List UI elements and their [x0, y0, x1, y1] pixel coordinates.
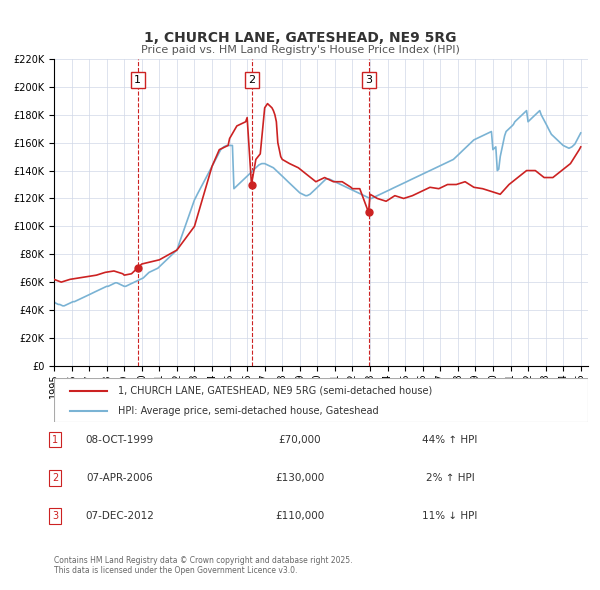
Text: 2% ↑ HPI: 2% ↑ HPI [425, 473, 475, 483]
Text: 07-DEC-2012: 07-DEC-2012 [86, 512, 154, 521]
Text: £110,000: £110,000 [275, 512, 325, 521]
Text: 1, CHURCH LANE, GATESHEAD, NE9 5RG: 1, CHURCH LANE, GATESHEAD, NE9 5RG [144, 31, 456, 45]
Text: 11% ↓ HPI: 11% ↓ HPI [422, 512, 478, 521]
Text: £130,000: £130,000 [275, 473, 325, 483]
Text: 2: 2 [248, 75, 256, 85]
Text: 1, CHURCH LANE, GATESHEAD, NE9 5RG (semi-detached house): 1, CHURCH LANE, GATESHEAD, NE9 5RG (semi… [118, 386, 433, 396]
Text: Contains HM Land Registry data © Crown copyright and database right 2025.
This d: Contains HM Land Registry data © Crown c… [54, 556, 353, 575]
Text: 1: 1 [52, 435, 58, 444]
Text: 2: 2 [52, 473, 58, 483]
Text: £70,000: £70,000 [278, 435, 322, 444]
FancyBboxPatch shape [54, 378, 588, 422]
Text: 44% ↑ HPI: 44% ↑ HPI [422, 435, 478, 444]
Text: HPI: Average price, semi-detached house, Gateshead: HPI: Average price, semi-detached house,… [118, 406, 379, 416]
Text: 3: 3 [52, 512, 58, 521]
Text: 07-APR-2006: 07-APR-2006 [86, 473, 154, 483]
Text: 3: 3 [365, 75, 373, 85]
Text: 1: 1 [134, 75, 141, 85]
Text: 08-OCT-1999: 08-OCT-1999 [86, 435, 154, 444]
Text: Price paid vs. HM Land Registry's House Price Index (HPI): Price paid vs. HM Land Registry's House … [140, 45, 460, 55]
